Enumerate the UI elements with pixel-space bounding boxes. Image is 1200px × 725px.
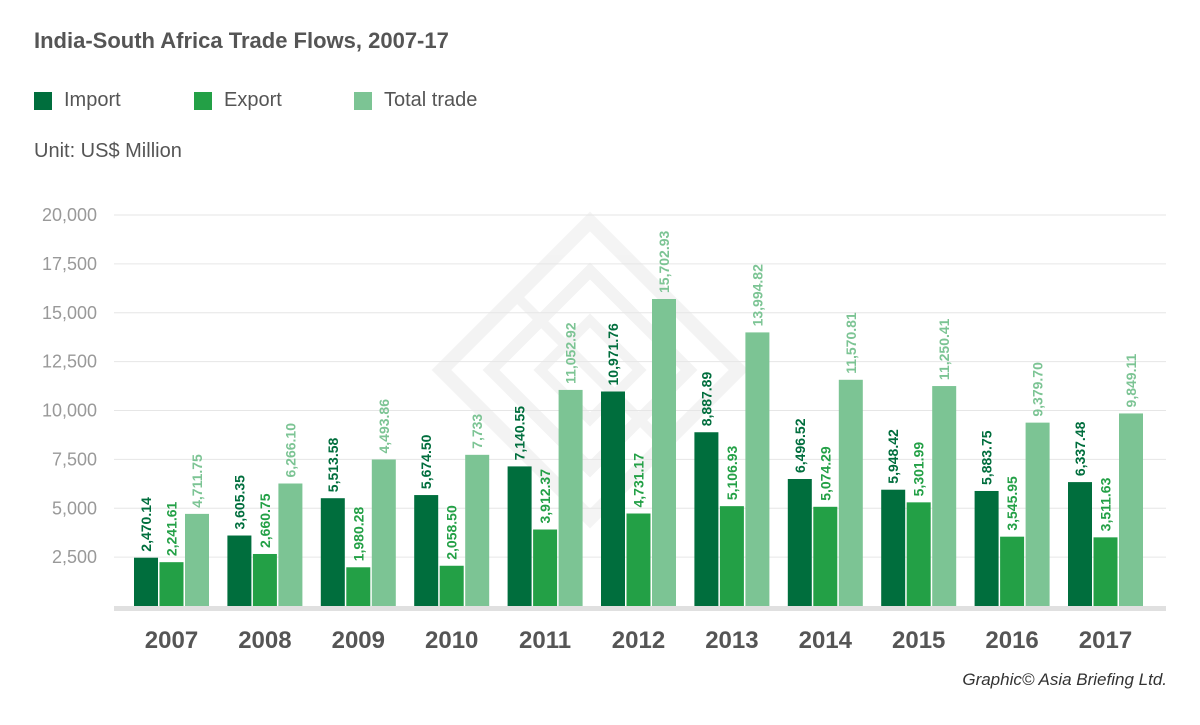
data-label-export-2017: 3,511.63	[1098, 477, 1114, 531]
bar-total-2011	[558, 389, 583, 606]
legend-swatch-total-trade	[354, 91, 372, 110]
x-tick-label: 2017	[1079, 627, 1132, 654]
legend-swatch-import	[34, 91, 52, 110]
bar-export-2012	[626, 513, 651, 606]
bar-import-2016	[974, 490, 999, 606]
x-tick-label: 2010	[425, 627, 478, 654]
y-tick-label: 15,000	[42, 303, 97, 323]
y-tick-label: 5,000	[52, 498, 97, 518]
data-label-export-2016: 3,545.95	[1004, 476, 1020, 531]
data-label-total-2010: 7,733	[469, 414, 485, 449]
bar-export-2014	[813, 506, 838, 606]
bar-import-2010	[414, 495, 439, 606]
data-label-export-2007: 2,241.61	[164, 501, 180, 556]
data-label-export-2008: 2,660.75	[257, 493, 273, 548]
data-label-export-2013: 5,106.93	[724, 445, 740, 500]
x-tick-label: 2016	[985, 627, 1038, 654]
x-tick-label: 2014	[799, 627, 853, 654]
bar-import-2013	[694, 432, 719, 606]
bar-export-2015	[906, 502, 931, 606]
x-tick-label: 2015	[892, 627, 945, 654]
legend-swatch-export	[194, 91, 212, 110]
x-tick-label: 2008	[238, 627, 291, 654]
bar-total-2013	[745, 332, 770, 606]
bar-export-2007	[159, 562, 184, 606]
data-label-export-2014: 5,074.29	[817, 446, 833, 501]
legend: Import Export Total trade	[34, 89, 477, 112]
bar-export-2016	[1000, 536, 1025, 606]
bar-import-2007	[134, 557, 158, 606]
data-label-import-2015: 5,948.42	[885, 429, 901, 484]
bar-total-2008	[278, 483, 303, 606]
data-label-total-2009: 4,493.86	[376, 399, 392, 454]
bar-export-2013	[719, 506, 744, 606]
bar-total-2012	[652, 299, 676, 606]
legend-item-total-trade: Total trade	[354, 89, 477, 112]
bar-export-2009	[346, 567, 371, 606]
bar-import-2011	[507, 466, 532, 606]
bar-export-2010	[439, 565, 464, 606]
bar-total-2014	[838, 379, 863, 606]
unit-label: Unit: US$ Million	[34, 140, 182, 162]
data-label-total-2015: 11,250.41	[936, 318, 952, 380]
bar-total-2010	[465, 454, 490, 606]
data-label-import-2009: 5,513.58	[325, 437, 341, 492]
y-tick-label: 17,500	[42, 254, 97, 274]
data-label-total-2016: 9,379.70	[1030, 362, 1046, 417]
legend-label-export: Export	[224, 89, 282, 111]
bar-total-2015	[932, 386, 957, 606]
legend-label-import: Import	[64, 89, 121, 111]
y-tick-label: 10,000	[42, 401, 97, 421]
y-tick-label: 2,500	[52, 547, 97, 567]
x-tick-label: 2013	[705, 627, 758, 654]
bar-export-2008	[252, 553, 277, 606]
bar-import-2017	[1068, 482, 1092, 606]
bar-total-2016	[1025, 422, 1050, 606]
x-tick-label: 2012	[612, 627, 665, 654]
data-label-total-2013: 13,994.82	[749, 264, 765, 326]
legend-label-total-trade: Total trade	[384, 89, 478, 111]
data-label-total-2008: 6,266.10	[282, 423, 298, 478]
data-label-export-2012: 4,731.17	[631, 453, 647, 508]
bar-import-2014	[787, 478, 812, 606]
data-label-export-2015: 5,301.99	[911, 442, 927, 497]
y-tick-label: 12,500	[42, 352, 97, 372]
data-label-import-2016: 5,883.75	[979, 430, 995, 485]
bar-import-2009	[320, 498, 345, 606]
bar-import-2008	[227, 535, 252, 606]
data-label-export-2011: 3,912.37	[537, 469, 553, 524]
y-tick-label: 20,000	[42, 205, 97, 225]
bar-total-2017	[1119, 413, 1143, 606]
bar-total-2007	[185, 513, 209, 606]
x-tick-label: 2009	[332, 627, 385, 654]
x-tick-label: 2011	[519, 627, 571, 654]
bar-import-2012	[601, 391, 625, 606]
data-label-import-2014: 6,496.52	[792, 418, 808, 473]
legend-item-import: Import	[34, 89, 194, 112]
chart-title: India-South Africa Trade Flows, 2007-17	[34, 28, 449, 53]
data-label-import-2007: 2,470.14	[138, 497, 154, 552]
data-label-import-2008: 3,605.35	[231, 475, 247, 530]
bar-export-2017	[1093, 537, 1118, 606]
data-label-total-2011: 11,052.92	[563, 322, 579, 384]
bar-import-2015	[881, 489, 906, 606]
data-label-import-2017: 6,337.48	[1072, 421, 1088, 476]
y-tick-label: 7,500	[52, 449, 97, 469]
x-tick-label: 2007	[145, 627, 198, 654]
data-label-total-2014: 11,570.81	[843, 312, 859, 374]
data-label-export-2010: 2,058.50	[444, 505, 460, 560]
bar-export-2011	[533, 529, 558, 606]
data-label-import-2013: 8,887.89	[698, 372, 714, 427]
data-label-import-2010: 5,674.50	[418, 434, 434, 489]
data-label-import-2011: 7,140.55	[512, 406, 528, 461]
bar-total-2009	[371, 459, 396, 606]
legend-item-export: Export	[194, 89, 354, 112]
data-label-total-2017: 9,849.11	[1123, 354, 1139, 408]
data-label-total-2007: 4,711.75	[189, 454, 205, 508]
data-label-total-2012: 15,702.93	[656, 231, 672, 293]
data-label-import-2012: 10,971.76	[605, 323, 621, 385]
data-label-export-2009: 1,980.28	[350, 507, 366, 562]
graphic-credit: Graphic© Asia Briefing Ltd.	[962, 670, 1167, 689]
